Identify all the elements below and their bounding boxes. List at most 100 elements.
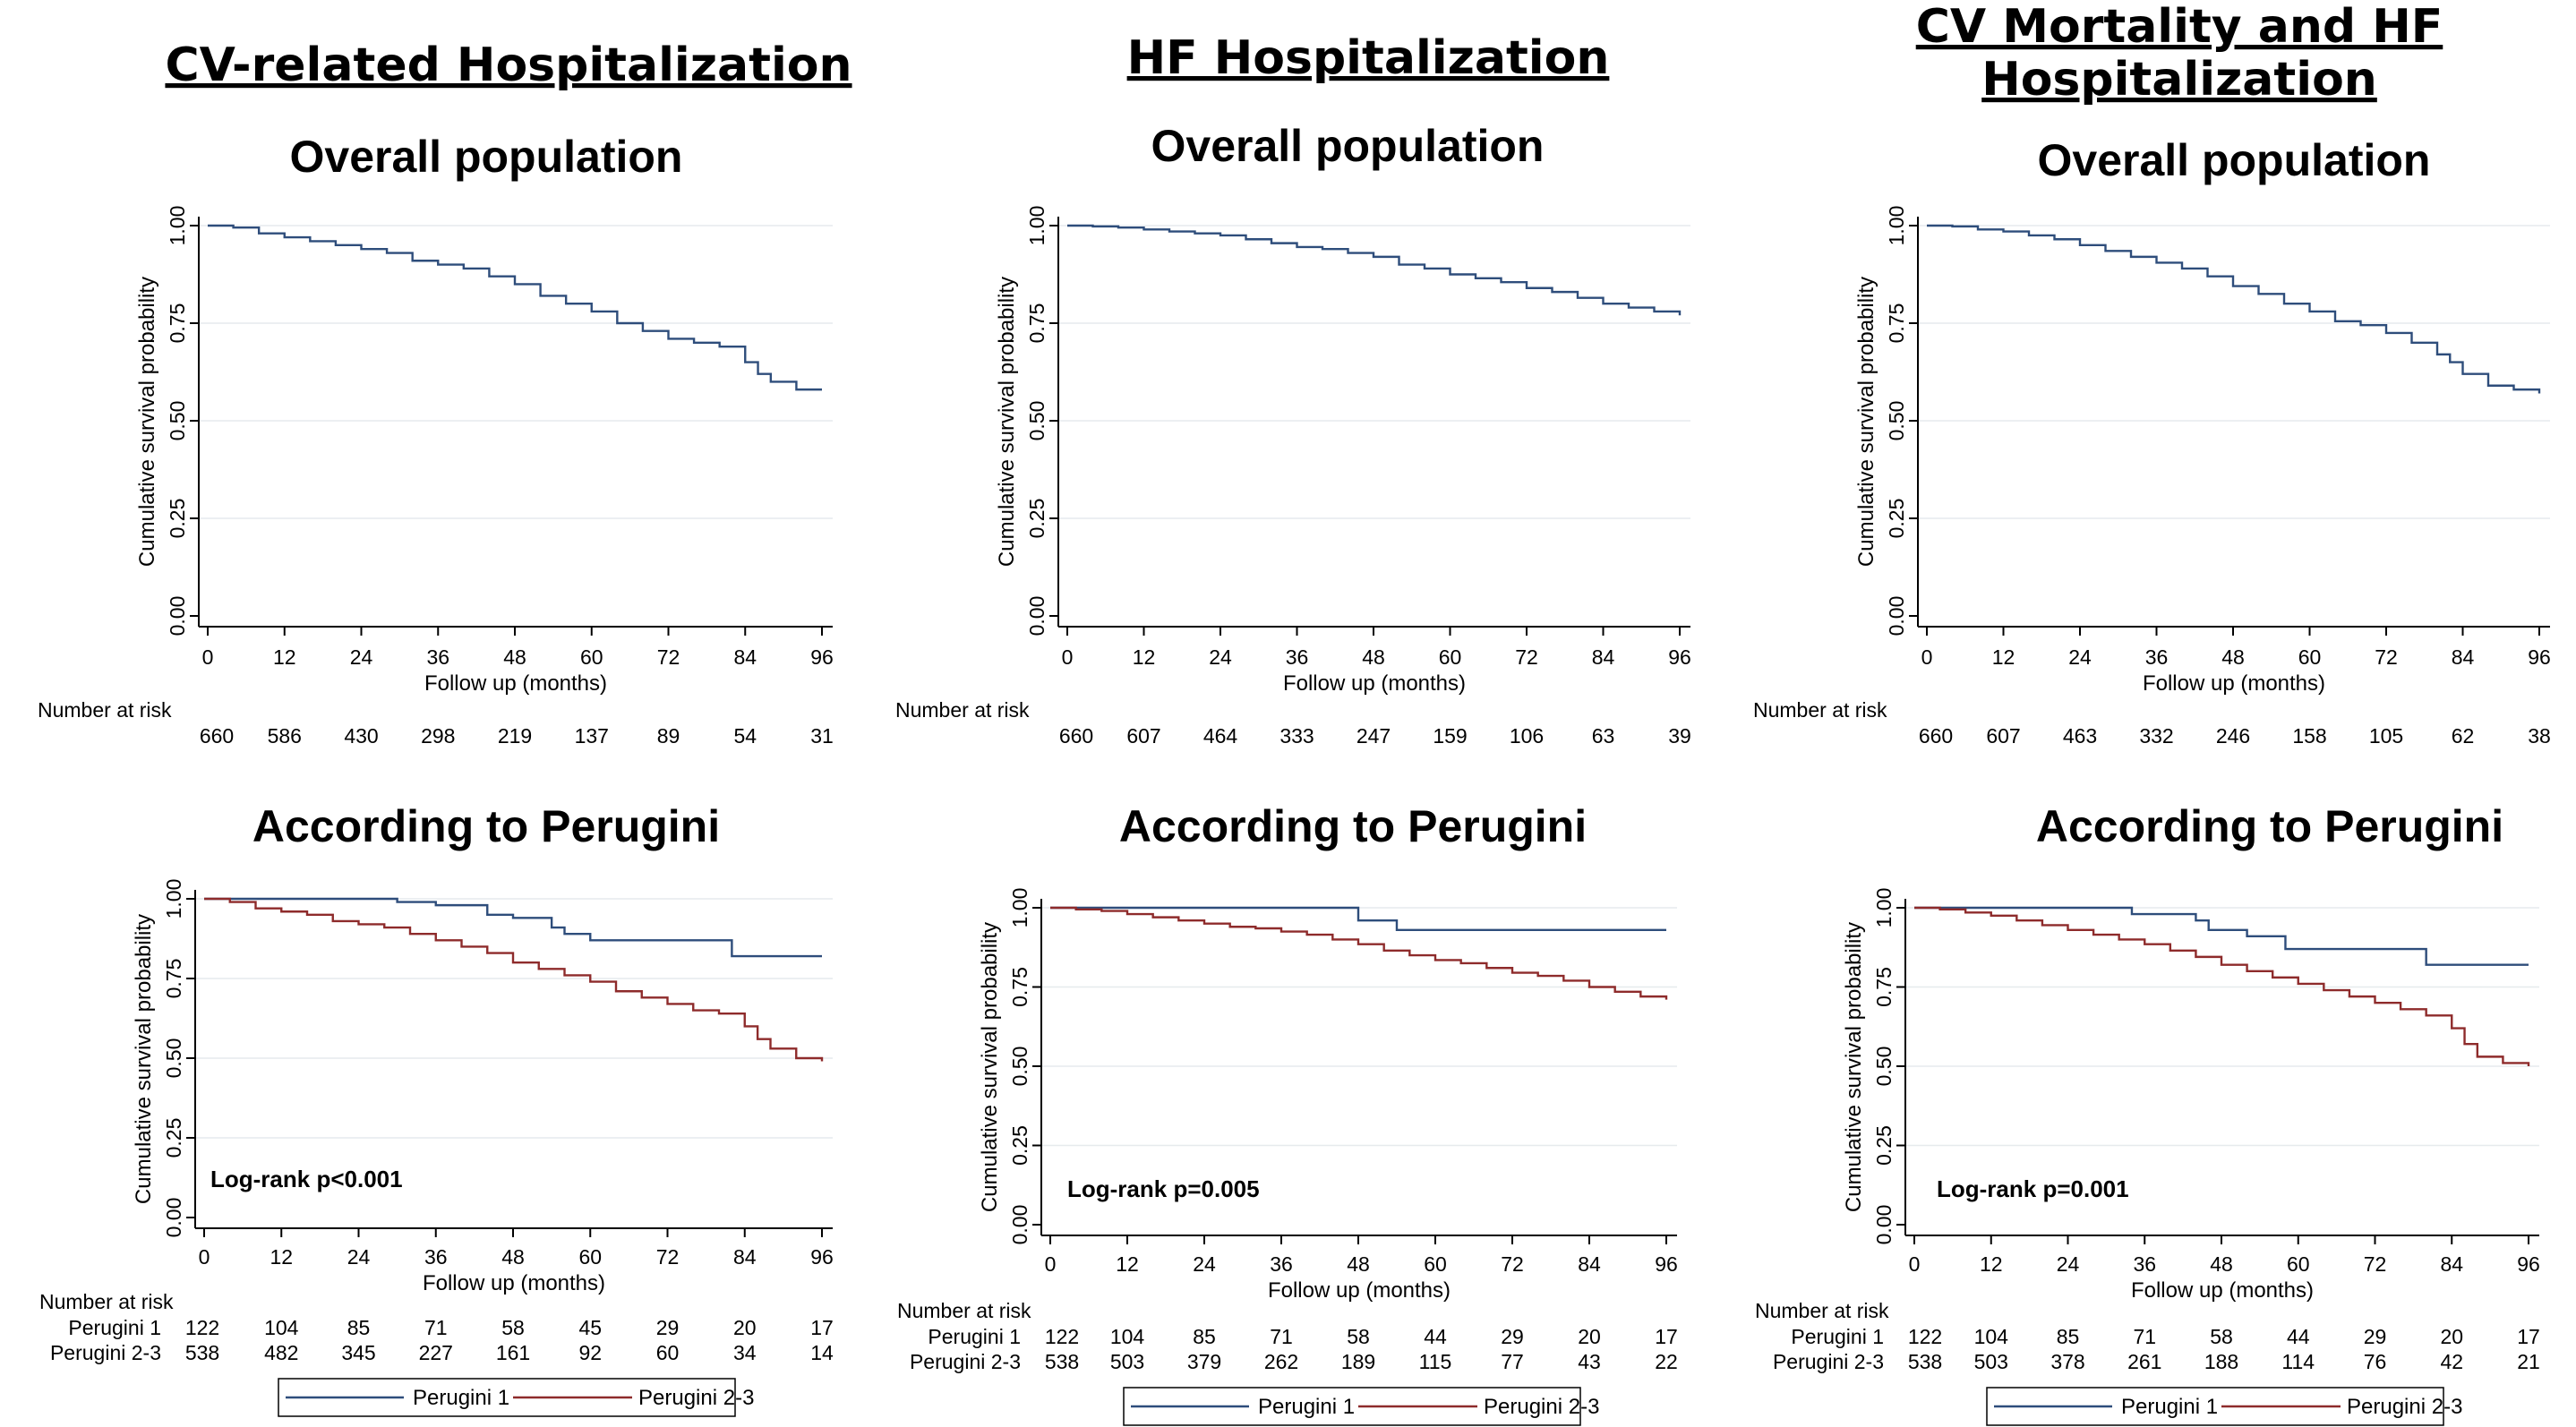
x-tick-label: 24 <box>350 645 373 669</box>
x-tick-label: 72 <box>1515 645 1538 669</box>
risk-count-group-2: 60 <box>656 1341 680 1364</box>
risk-count-group-1: 17 <box>2517 1325 2540 1348</box>
y-tick-label: 1.00 <box>1872 888 1896 928</box>
x-tick-label: 0 <box>1062 645 1074 669</box>
risk-count: 463 <box>2063 724 2097 748</box>
x-tick-label: 36 <box>1286 645 1309 669</box>
y-tick-label: 0.75 <box>1885 303 1908 344</box>
risk-count: 89 <box>657 724 680 748</box>
risk-count: 607 <box>1126 724 1160 748</box>
risk-count-group-1: 58 <box>2210 1325 2233 1348</box>
y-tick-label: 1.00 <box>1885 206 1908 246</box>
x-tick-label: 72 <box>1501 1252 1524 1276</box>
risk-count: 333 <box>1279 724 1314 748</box>
x-tick-label: 96 <box>810 1245 834 1269</box>
y-tick-label: 0.75 <box>1008 967 1031 1007</box>
x-tick-label: 24 <box>2068 645 2092 669</box>
number-at-risk-label: Number at risk <box>39 1290 174 1313</box>
y-tick-label: 0.50 <box>166 401 189 441</box>
legend-label-2: Perugini 2-3 <box>638 1386 754 1410</box>
y-tick-label: 0.25 <box>166 499 189 539</box>
y-tick-label: 0.00 <box>1025 596 1048 637</box>
y-axis-label: Cumulative survival probability <box>1854 277 1879 567</box>
x-tick-label: 0 <box>1921 645 1933 669</box>
logrank-annotation: Log-rank p=0.005 <box>1067 1175 1260 1202</box>
x-axis-label: Follow up (months) <box>423 1271 605 1295</box>
risk-count: 54 <box>733 724 757 748</box>
risk-count-group-2: 227 <box>419 1341 453 1364</box>
risk-count: 430 <box>344 724 378 748</box>
x-tick-label: 24 <box>1209 645 1232 669</box>
risk-count: 159 <box>1433 724 1467 748</box>
x-tick-label: 96 <box>1655 1252 1678 1276</box>
risk-count-group-1: 104 <box>1110 1325 1145 1348</box>
risk-count: 607 <box>1986 724 2020 748</box>
x-tick-label: 36 <box>2133 1252 2156 1276</box>
x-tick-label: 48 <box>2210 1252 2233 1276</box>
overall-panel: Overall population 0.00 0.25 0.50 0.75 1.00 0 1… <box>895 121 1691 748</box>
x-tick-label: 36 <box>424 1245 448 1269</box>
risk-count-group-1: 58 <box>1347 1325 1370 1348</box>
risk-count-group-2: 92 <box>578 1341 602 1364</box>
risk-count-group-1: 122 <box>1045 1325 1079 1348</box>
overall-curve-series-1 <box>208 224 822 391</box>
x-tick-label: 0 <box>1909 1252 1921 1276</box>
risk-count: 39 <box>1668 724 1691 748</box>
perugini-curve-series-2 <box>1914 906 2530 1066</box>
x-axis-label: Follow up (months) <box>1283 671 1466 696</box>
y-tick-label: 0.25 <box>1872 1125 1896 1166</box>
x-tick-label: 36 <box>426 645 449 669</box>
y-axis-label: Cumulative survival probability <box>132 914 156 1204</box>
risk-count: 332 <box>2139 724 2173 748</box>
x-tick-label: 60 <box>1439 645 1462 669</box>
x-tick-label: 60 <box>580 645 603 669</box>
y-tick-label: 1.00 <box>1025 206 1048 246</box>
risk-group-1-label: Perugini 1 <box>928 1325 1021 1348</box>
risk-count-group-2: 43 <box>1578 1350 1601 1373</box>
risk-count: 660 <box>1919 724 1953 748</box>
x-tick-label: 72 <box>2375 645 2398 669</box>
risk-count: 298 <box>421 724 455 748</box>
risk-count: 247 <box>1356 724 1391 748</box>
legend-label-2: Perugini 2-3 <box>1484 1395 1599 1419</box>
column-2: HF Hospitalization Overall population 0.00… <box>895 31 1691 1426</box>
risk-count-group-1: 104 <box>1974 1325 2009 1348</box>
perugini-curve-series-1 <box>1050 906 1666 931</box>
risk-count-group-1: 29 <box>2364 1325 2387 1348</box>
legend: Perugini 1 Perugini 2-3 <box>1986 1387 2462 1426</box>
overall-curve-series-1 <box>1927 224 2541 394</box>
risk-count: 38 <box>2528 724 2551 748</box>
y-tick-label: 0.00 <box>1008 1205 1031 1245</box>
perugini-curve-series-2 <box>204 897 824 1062</box>
y-tick-label: 1.00 <box>1008 888 1031 928</box>
panel-subtitle: According to Perugini <box>2036 801 2503 851</box>
overall-panel: Overall population 0.00 0.25 0.50 0.75 1.00 0 1… <box>1753 135 2551 748</box>
risk-count-group-2: 34 <box>733 1341 757 1364</box>
x-tick-label: 72 <box>2364 1252 2387 1276</box>
y-axis-label: Cumulative survival probability <box>978 922 1002 1212</box>
risk-count-group-1: 85 <box>1193 1325 1216 1348</box>
x-tick-label: 84 <box>1592 645 1615 669</box>
risk-count-group-2: 21 <box>2517 1350 2540 1373</box>
x-tick-label: 72 <box>657 645 680 669</box>
risk-count-group-2: 188 <box>2204 1350 2238 1373</box>
perugini-curve-series-1 <box>1914 906 2529 966</box>
risk-count-group-2: 378 <box>2050 1350 2084 1373</box>
risk-count-group-1: 85 <box>2057 1325 2080 1348</box>
x-tick-label: 24 <box>347 1245 371 1269</box>
risk-count-group-2: 538 <box>185 1341 219 1364</box>
x-tick-label: 96 <box>810 645 834 669</box>
number-at-risk-label: Number at risk <box>895 698 1030 722</box>
legend-label-2: Perugini 2-3 <box>2347 1395 2462 1419</box>
x-axis-label: Follow up (months) <box>424 671 607 696</box>
risk-count-group-2: 189 <box>1341 1350 1375 1373</box>
number-at-risk-label: Number at risk <box>38 698 172 722</box>
risk-count-group-1: 29 <box>1501 1325 1524 1348</box>
risk-group-1-label: Perugini 1 <box>68 1316 161 1339</box>
panel-subtitle: Overall population <box>2038 135 2431 185</box>
x-tick-label: 48 <box>501 1245 525 1269</box>
perugini-curve-series-1 <box>204 897 822 958</box>
y-tick-label: 0.25 <box>162 1118 185 1158</box>
risk-count-group-2: 161 <box>496 1341 530 1364</box>
